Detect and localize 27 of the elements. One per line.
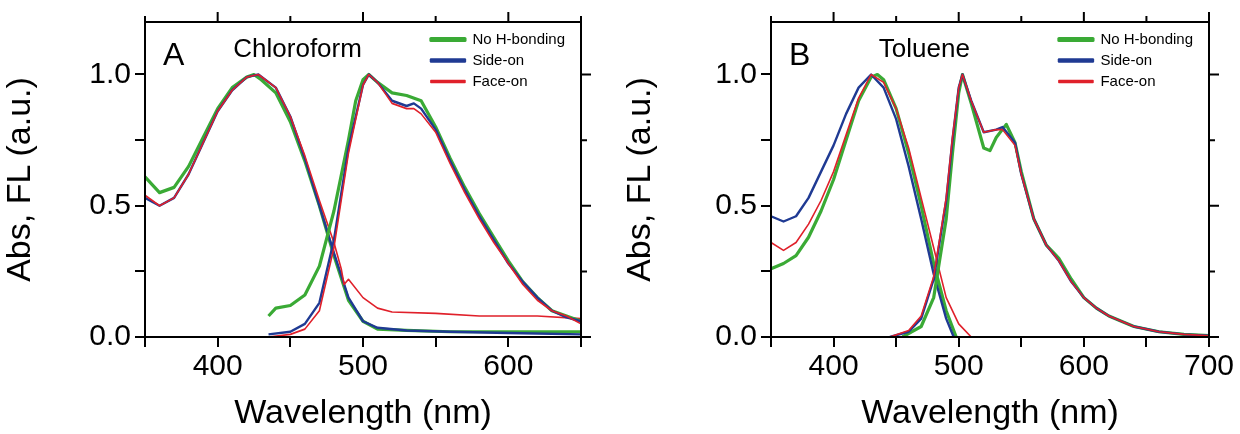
y-axis-title: Abs, FL (a.u.) <box>618 77 657 282</box>
x-tick-label: 700 <box>1183 348 1235 382</box>
annotation: A <box>163 35 185 72</box>
x-tick-label: 600 <box>483 348 534 382</box>
y-tick-label: 1.0 <box>89 55 131 89</box>
text: Chloroform <box>233 33 362 64</box>
x-tick-label: 500 <box>933 348 984 382</box>
x-axis-title: Wavelength (nm) <box>234 391 492 430</box>
y-tick-label: 1.0 <box>715 55 757 89</box>
legend-label: No H-bonding <box>1100 29 1194 47</box>
y-tick-label: 0.5 <box>89 187 131 221</box>
x-tick-label: 600 <box>1058 348 1109 382</box>
y-tick-label: 0.0 <box>715 318 757 352</box>
legend-label: Face-on <box>1100 71 1156 89</box>
x-tick-label: 400 <box>808 348 859 382</box>
y-axis-title: Abs, FL (a.u.) <box>0 77 37 282</box>
legend-label: Side-on <box>472 50 525 68</box>
x-tick-label: 400 <box>192 348 243 382</box>
x-axis-title: Wavelength (nm) <box>861 391 1119 430</box>
annotation: B <box>789 35 811 72</box>
legend-label: Face-on <box>472 71 528 89</box>
y-tick-label: 0.0 <box>89 318 131 352</box>
text: Toluene <box>878 33 970 64</box>
legend-label: Side-on <box>1100 50 1153 68</box>
legend-label: No H-bonding <box>472 29 566 47</box>
y-tick-label: 0.5 <box>715 187 757 221</box>
x-tick-label: 500 <box>337 348 389 382</box>
